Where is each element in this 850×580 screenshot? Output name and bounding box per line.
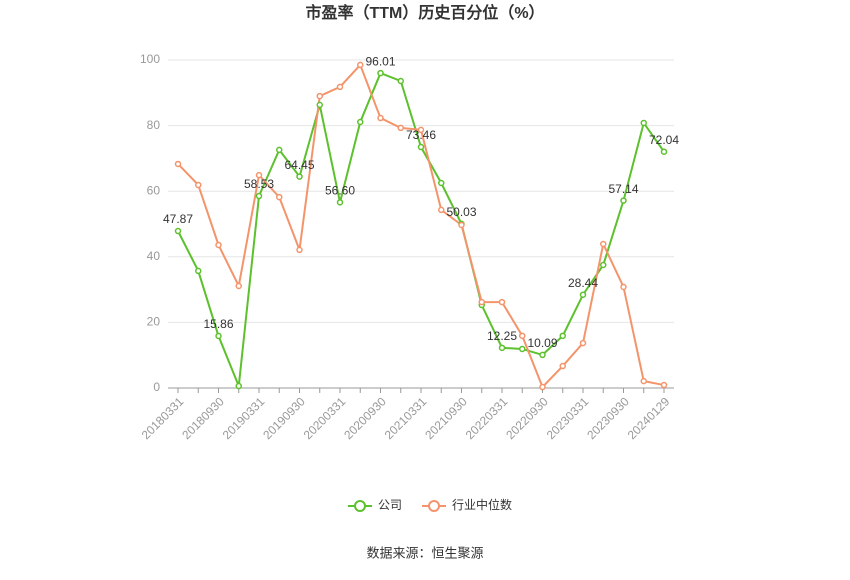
point — [174, 160, 182, 168]
point — [579, 339, 587, 347]
point — [195, 181, 202, 189]
point — [417, 143, 425, 151]
point — [478, 298, 485, 306]
point — [458, 221, 465, 229]
x-tick-label: 20190930 — [260, 394, 308, 442]
data-label: 73.46 — [406, 128, 436, 142]
point — [296, 246, 303, 254]
point — [660, 381, 668, 389]
point — [559, 362, 566, 370]
y-tick-label: 100 — [140, 52, 160, 66]
y-tick-label: 0 — [153, 380, 160, 394]
point — [215, 241, 222, 249]
data-label: 12.25 — [487, 329, 517, 343]
y-tick-label: 60 — [147, 183, 161, 197]
x-tick-label: 20200331 — [301, 394, 349, 442]
point — [438, 179, 445, 187]
x-tick-label: 20240129 — [625, 394, 673, 442]
point — [640, 119, 647, 127]
legend-swatch — [428, 500, 441, 512]
data-label: 50.03 — [446, 205, 476, 219]
point — [620, 197, 627, 204]
x-tick-label: 20210331 — [382, 394, 430, 442]
point — [377, 114, 384, 122]
data-label: 72.04 — [649, 133, 679, 147]
point — [579, 291, 587, 298]
data-label: 56.60 — [325, 184, 355, 198]
point — [498, 298, 506, 306]
x-tick-label: 20220930 — [503, 394, 551, 442]
point — [397, 124, 404, 132]
data-label: 58.53 — [244, 177, 274, 191]
data-label: 96.01 — [365, 54, 395, 68]
y-tick-label: 80 — [147, 118, 161, 132]
point — [276, 146, 283, 154]
x-tick-label: 20200930 — [341, 394, 389, 442]
series-line — [177, 71, 665, 387]
point — [397, 77, 404, 85]
point — [519, 345, 526, 353]
point — [195, 267, 202, 275]
point — [640, 377, 647, 385]
legend-label: 公司 — [378, 498, 402, 512]
point — [255, 171, 263, 179]
point — [438, 206, 445, 214]
series-line — [177, 63, 665, 389]
data-label: 64.45 — [284, 158, 314, 172]
x-tick-label: 20230930 — [584, 394, 632, 442]
source: 数据来源：恒生聚源 — [366, 545, 483, 560]
point — [417, 126, 425, 134]
point — [316, 92, 323, 100]
point — [519, 332, 526, 340]
point — [235, 282, 242, 290]
data-label: 28.44 — [568, 276, 598, 290]
x-tick-label: 20180930 — [179, 394, 227, 442]
point — [498, 344, 506, 352]
point — [357, 118, 364, 126]
point — [620, 283, 627, 291]
point — [377, 69, 384, 77]
x-tick-label: 20180331 — [139, 394, 187, 442]
point — [276, 193, 283, 201]
point — [336, 83, 344, 91]
x-tick-label: 20190331 — [220, 394, 268, 442]
point — [235, 382, 242, 390]
point — [600, 240, 607, 248]
chart-title: 市盈率（TTM）历史百分位（%） — [305, 3, 544, 22]
point — [296, 173, 303, 180]
y-tick-label: 20 — [147, 315, 161, 329]
point — [336, 199, 344, 206]
y-tick-label: 40 — [147, 249, 161, 263]
data-label: 47.87 — [163, 212, 193, 226]
data-label: 10.09 — [527, 336, 557, 350]
legend-label: 行业中位数 — [452, 497, 512, 512]
x-tick-label: 20230331 — [544, 394, 592, 442]
point — [174, 227, 182, 235]
legend-swatch — [354, 500, 366, 512]
x-tick-label: 20210930 — [422, 394, 470, 442]
point — [255, 192, 263, 200]
point — [660, 148, 668, 155]
point — [357, 61, 364, 69]
data-label: 57.14 — [608, 182, 638, 196]
point — [600, 261, 607, 269]
point — [539, 383, 546, 391]
point — [559, 332, 566, 340]
data-label: 15.86 — [203, 317, 233, 331]
point — [539, 351, 546, 359]
point — [316, 101, 323, 109]
x-tick-label: 20220331 — [463, 394, 511, 442]
point — [215, 332, 222, 340]
